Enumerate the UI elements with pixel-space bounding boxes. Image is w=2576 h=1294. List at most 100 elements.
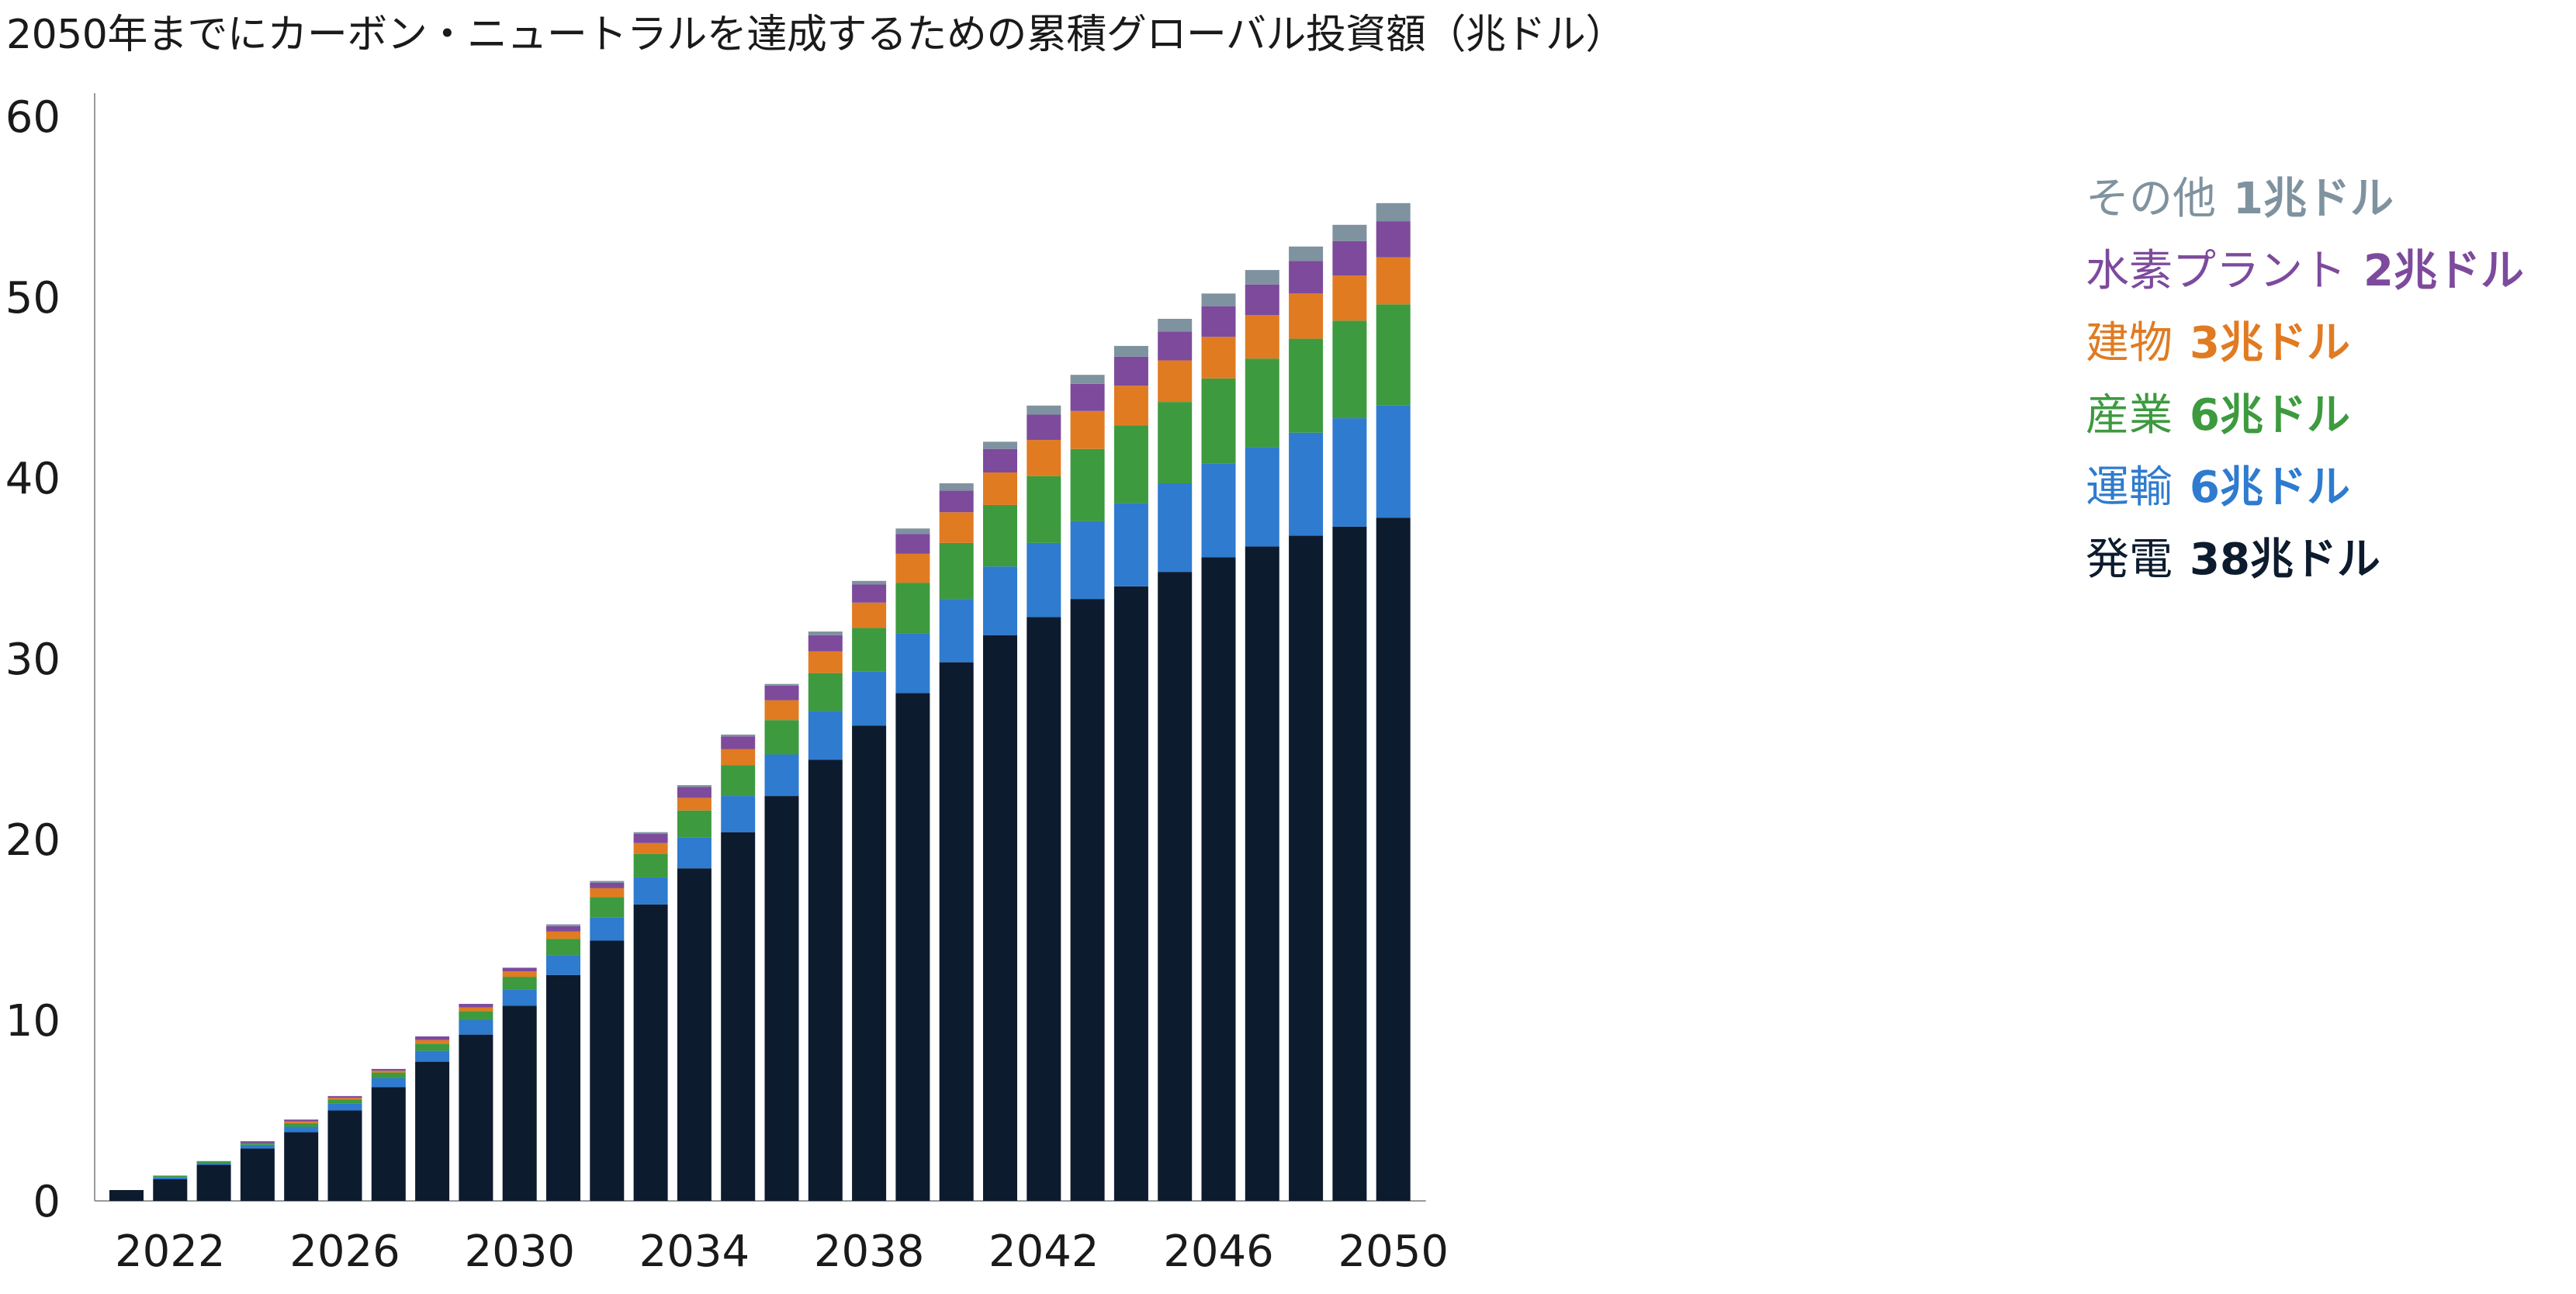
bar-segment — [327, 1110, 362, 1201]
bar-segment — [1158, 318, 1193, 332]
bar-segment — [1158, 360, 1193, 403]
bar-segment — [1245, 315, 1279, 359]
bar-segment — [590, 897, 625, 918]
bar-segment — [939, 512, 974, 543]
legend-series-total: 1兆ドル — [2233, 174, 2394, 224]
bar-segment — [764, 685, 799, 701]
bar-segment — [1070, 599, 1105, 1201]
bar-segment — [502, 967, 537, 972]
bar-segment — [371, 1078, 406, 1088]
y-tick-label: 10 — [5, 996, 61, 1047]
bar-segment — [764, 700, 799, 721]
bar-segment — [1070, 383, 1105, 411]
bar-stack-2045 — [1158, 318, 1193, 1201]
bar-segment — [677, 837, 712, 869]
bars — [109, 202, 1411, 1201]
bar-segment — [1201, 337, 1236, 379]
bar-segment — [1201, 306, 1236, 337]
bar-segment — [895, 534, 930, 554]
x-tick-label: 2042 — [989, 1227, 1099, 1277]
bar-segment — [284, 1126, 319, 1133]
bar-segment — [895, 583, 930, 634]
bar-segment — [546, 955, 580, 975]
bar-segment — [1070, 521, 1105, 600]
bar-segment — [1289, 246, 1324, 261]
bar-segment — [852, 584, 887, 603]
legend-series-total: 6兆ドル — [2190, 462, 2350, 513]
bar-stack-2044 — [1113, 345, 1148, 1201]
bar-segment — [1027, 414, 1061, 441]
legend: その他 1兆ドル 水素プラント 2兆ドル 建物 3兆ドル 産業 6兆ドル 運輸 6兆ドル 発電 38兆… — [2086, 163, 2524, 596]
legend-item: 建物 3兆ドル — [2086, 307, 2524, 379]
bar-segment — [1245, 447, 1279, 547]
x-tick-label: 2046 — [1163, 1227, 1274, 1277]
bar-segment — [1027, 476, 1061, 543]
bar-segment — [1113, 503, 1148, 586]
y-tick-label: 30 — [5, 635, 61, 685]
bar-segment — [983, 566, 1017, 635]
bar-segment — [939, 662, 974, 1201]
bar-segment — [852, 725, 887, 1201]
bar-segment — [459, 1034, 493, 1201]
bar-segment — [852, 671, 887, 726]
y-tick-label: 0 — [33, 1177, 61, 1227]
bar-segment — [415, 1036, 450, 1040]
bar-segment — [808, 759, 843, 1201]
bar-segment — [1289, 432, 1324, 536]
bar-segment — [721, 765, 756, 797]
bar-segment — [284, 1132, 319, 1201]
bar-stack-2031 — [546, 924, 580, 1201]
bar-segment — [1201, 557, 1236, 1201]
bar-segment — [1376, 221, 1411, 258]
bar-segment — [1158, 402, 1193, 483]
bar-segment — [677, 798, 712, 811]
bar-segment — [895, 553, 930, 583]
bar-segment — [415, 1040, 450, 1044]
bar-segment — [764, 720, 799, 755]
bar-segment — [240, 1144, 275, 1149]
x-tick-label: 2030 — [464, 1227, 575, 1277]
bar-stack-2034 — [677, 785, 712, 1201]
bar-segment — [196, 1163, 231, 1165]
bar-segment — [633, 832, 668, 835]
bar-segment — [808, 651, 843, 673]
bar-segment — [153, 1175, 188, 1178]
bar-stack-2040 — [939, 483, 974, 1201]
x-tick-label: 2022 — [115, 1227, 226, 1277]
bar-segment — [590, 882, 625, 888]
bar-segment — [371, 1087, 406, 1201]
bar-segment — [1289, 293, 1324, 339]
bar-segment — [1332, 240, 1367, 276]
bar-segment — [1070, 375, 1105, 384]
bar-stack-2029 — [459, 1004, 493, 1201]
bar-stack-2046 — [1201, 293, 1236, 1201]
bar-stack-2032 — [590, 881, 625, 1201]
bar-segment — [1070, 410, 1105, 449]
bar-segment — [764, 754, 799, 797]
bar-segment — [633, 853, 668, 877]
bar-segment — [721, 749, 756, 766]
bar-segment — [415, 1050, 450, 1062]
bar-segment — [764, 796, 799, 1201]
bar-segment — [1113, 345, 1148, 357]
bar-segment — [327, 1103, 362, 1111]
bar-stack-2037 — [808, 631, 843, 1201]
bar-segment — [459, 1020, 493, 1035]
bar-segment — [153, 1177, 188, 1180]
bar-segment — [852, 602, 887, 628]
bar-stack-2025 — [284, 1119, 319, 1201]
bar-stack-2022 — [153, 1175, 188, 1201]
bar-segment — [1113, 356, 1148, 386]
bar-stack-2024 — [240, 1141, 275, 1201]
bar-segment — [502, 1005, 537, 1201]
legend-series-total: 2兆ドル — [2363, 246, 2524, 296]
bar-stack-2043 — [1070, 375, 1105, 1201]
bar-segment — [1376, 257, 1411, 305]
legend-item: 運輸 6兆ドル — [2086, 452, 2524, 524]
bar-segment — [590, 940, 625, 1201]
bar-segment — [1027, 440, 1061, 476]
bar-segment — [983, 448, 1017, 473]
bar-segment — [590, 881, 625, 883]
bar-segment — [371, 1072, 406, 1078]
bar-stack-2033 — [633, 832, 668, 1201]
